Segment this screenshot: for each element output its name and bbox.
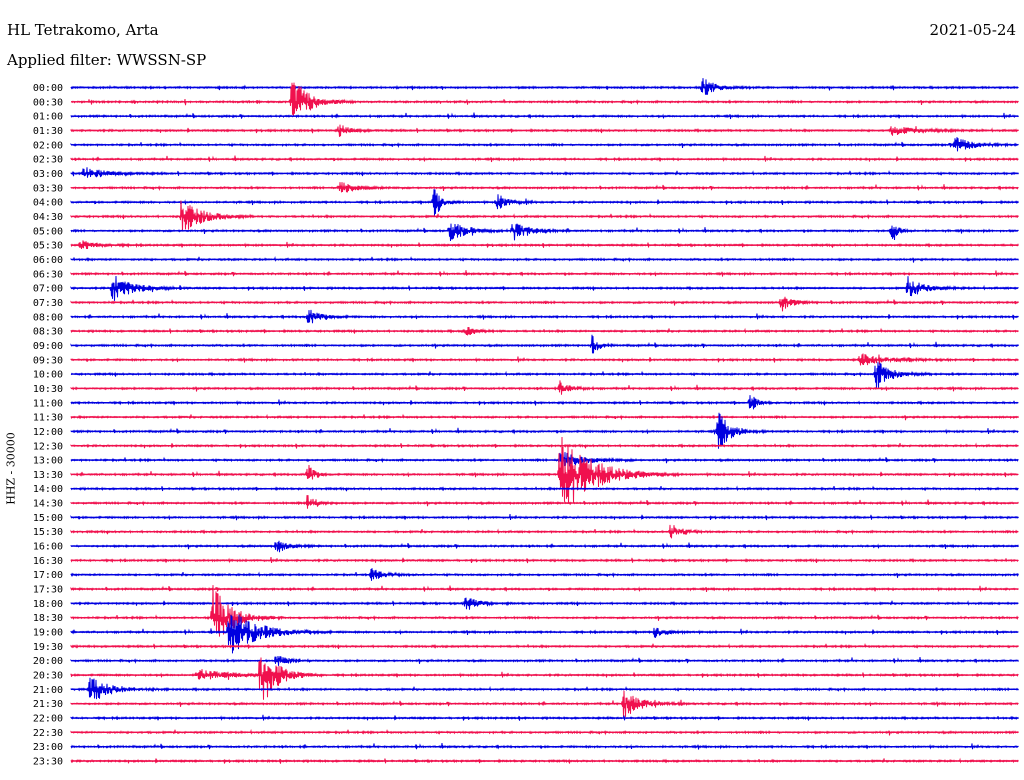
row-time-label: 00:30 [33,97,63,108]
row-time-label: 14:00 [33,484,63,495]
row-time-label: 18:30 [33,613,63,624]
row-time-label: 20:00 [33,656,63,667]
row-time-label: 08:00 [33,312,63,323]
row-time-label: 05:30 [33,241,63,252]
row-time-label: 18:00 [33,599,63,610]
row-time-label: 07:30 [33,298,63,309]
row-time-label: 17:00 [33,570,63,581]
trace-row [70,452,1019,467]
row-time-label: 00:00 [33,83,63,94]
row-time-label: 04:00 [33,198,63,209]
row-time-label: 19:00 [33,628,63,639]
row-time-label: 03:30 [33,183,63,194]
row-time-label: 06:30 [33,269,63,280]
row-time-label: 01:00 [33,112,63,123]
row-time-label: 09:00 [33,341,63,352]
row-time-label: 19:30 [33,642,63,653]
row-time-label: 23:00 [33,742,63,753]
row-time-label: 20:30 [33,671,63,682]
row-time-label: 06:00 [33,255,63,266]
trace-row [70,585,1019,637]
trace-row [70,362,1019,389]
row-time-label: 22:00 [33,714,63,725]
row-time-label: 04:30 [33,212,63,223]
station-title: HL Tetrakomo, Arta [7,21,159,39]
row-time-label: 09:30 [33,355,63,366]
row-time-label: 23:30 [33,757,63,768]
row-time-label: 01:30 [33,126,63,137]
row-time-label: 15:30 [33,527,63,538]
trace-row [70,167,1019,178]
row-time-label: 02:00 [33,140,63,151]
row-time-label: 21:00 [33,685,63,696]
row-time-label: 16:30 [33,556,63,567]
trace-row [70,78,1019,95]
row-time-label: 10:00 [33,370,63,381]
row-time-label: 16:00 [33,542,63,553]
trace-row [70,334,1019,354]
row-time-label: 02:30 [33,155,63,166]
trace-row [70,495,1019,509]
row-time-label: 12:30 [33,441,63,452]
row-time-label: 21:30 [33,699,63,710]
row-time-label: 22:30 [33,728,63,739]
date-label: 2021-05-24 [929,21,1016,39]
row-time-label: 11:30 [33,413,63,424]
trace-row [70,657,1019,700]
row-time-label: 03:00 [33,169,63,180]
row-time-label: 14:30 [33,499,63,510]
filter-subtitle: Applied filter: WWSSN-SP [7,51,207,69]
row-time-label: 12:00 [33,427,63,438]
trace-row [70,296,1019,312]
row-time-label: 07:00 [33,284,63,295]
trace-row [70,223,1019,242]
time-label-group: 00:00 00:30 01:00 01:30 02:00 02:30 03:00 03:30… [33,83,63,768]
row-time-label: 08:30 [33,327,63,338]
row-time-label: 15:00 [33,513,63,524]
row-time-label: 11:00 [33,398,63,409]
row-time-label: 10:30 [33,384,63,395]
row-time-label: 17:30 [33,585,63,596]
trace-group [70,78,1019,764]
row-time-label: 13:30 [33,470,63,481]
row-time-label: 05:00 [33,226,63,237]
row-time-label: 13:00 [33,456,63,467]
trace-row [70,677,1019,700]
